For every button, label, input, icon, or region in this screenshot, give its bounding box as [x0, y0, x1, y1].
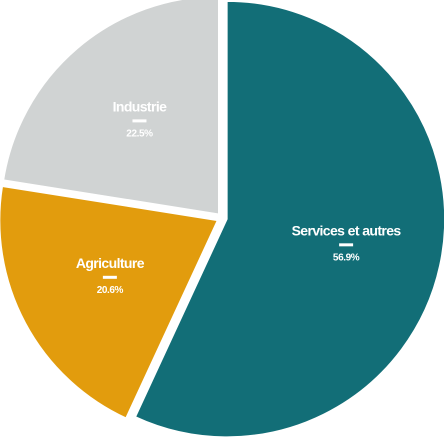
slice-label-dash-industrie: [132, 119, 147, 123]
slice-label-dash-agriculture: [102, 275, 117, 279]
slice-value-services-et-autres: 56.9%: [333, 252, 360, 263]
slice-label-dash-services-et-autres: [339, 243, 354, 247]
pie-slice-industrie: [2, 0, 220, 215]
slice-label-industrie: Industrie: [113, 98, 168, 114]
pie-slice-agriculture: [0, 185, 219, 419]
pie-slice-services-et-autres: [134, 0, 444, 438]
slice-label-services-et-autres: Services et autres: [292, 222, 402, 238]
slice-value-industrie: 22.5%: [126, 128, 153, 139]
slice-label-agriculture: Agriculture: [76, 255, 145, 271]
slice-value-agriculture: 20.6%: [97, 285, 124, 296]
